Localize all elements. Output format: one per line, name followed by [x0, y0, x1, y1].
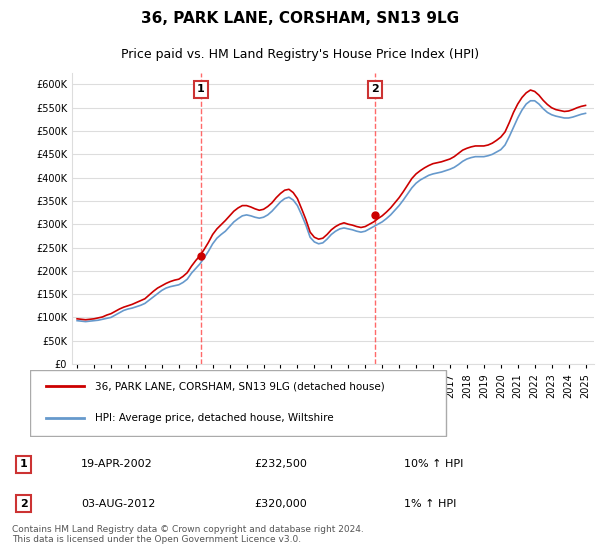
Text: 10% ↑ HPI: 10% ↑ HPI — [404, 459, 463, 469]
Text: £232,500: £232,500 — [254, 459, 307, 469]
Text: 19-APR-2002: 19-APR-2002 — [81, 459, 153, 469]
Text: 1: 1 — [20, 459, 28, 469]
Text: Price paid vs. HM Land Registry's House Price Index (HPI): Price paid vs. HM Land Registry's House … — [121, 48, 479, 61]
Text: HPI: Average price, detached house, Wiltshire: HPI: Average price, detached house, Wilt… — [95, 413, 334, 423]
Text: 2: 2 — [371, 85, 379, 95]
Text: £320,000: £320,000 — [254, 498, 307, 508]
FancyBboxPatch shape — [30, 370, 446, 436]
Text: 03-AUG-2012: 03-AUG-2012 — [81, 498, 155, 508]
Text: 1% ↑ HPI: 1% ↑ HPI — [404, 498, 456, 508]
Text: 36, PARK LANE, CORSHAM, SN13 9LG (detached house): 36, PARK LANE, CORSHAM, SN13 9LG (detach… — [95, 381, 385, 391]
Text: 2: 2 — [20, 498, 28, 508]
Text: 36, PARK LANE, CORSHAM, SN13 9LG: 36, PARK LANE, CORSHAM, SN13 9LG — [141, 11, 459, 26]
Text: 1: 1 — [197, 85, 205, 95]
Text: Contains HM Land Registry data © Crown copyright and database right 2024.
This d: Contains HM Land Registry data © Crown c… — [12, 525, 364, 544]
